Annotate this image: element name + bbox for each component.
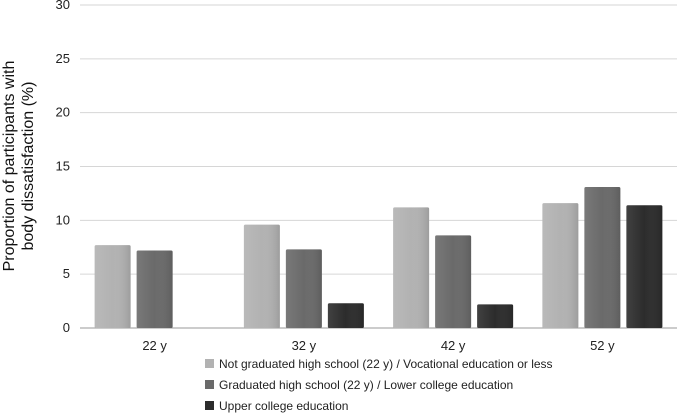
legend-label: Not graduated high school (22 y) / Vocat… (219, 357, 553, 371)
y-tick-label: 0 (63, 320, 70, 335)
y-tick-label: 20 (56, 105, 70, 120)
legend: Not graduated high school (22 y) / Vocat… (205, 357, 553, 413)
y-axis-title: Proportion of participants with body diss… (1, 61, 37, 272)
bar-shading (477, 304, 514, 328)
legend-swatch (205, 401, 214, 410)
y-tick-label: 30 (56, 0, 70, 12)
y-tick-label: 15 (56, 159, 70, 174)
bar-shading (327, 303, 364, 328)
x-tick-label: 22 y (142, 338, 167, 353)
bar-shading (435, 235, 472, 328)
bars (94, 186, 663, 328)
bar-shading (542, 203, 579, 328)
y-axis: 0 5 10 15 20 25 30 (56, 0, 70, 335)
y-tick-label: 25 (56, 51, 70, 66)
bar-shading (626, 205, 663, 328)
bar-shading (243, 224, 280, 328)
y-axis-title-line: body dissatisfaction (%) (20, 82, 37, 251)
bar-shading (393, 207, 430, 328)
y-axis-title-line: Proportion of participants with (1, 61, 18, 272)
bar-shading (94, 245, 131, 328)
x-tick-label: 42 y (441, 338, 466, 353)
bar-shading (584, 186, 621, 328)
x-axis: 22 y 32 y 42 y 52 y (142, 338, 615, 353)
y-tick-label: 10 (56, 212, 70, 227)
legend-swatch (205, 380, 214, 389)
bar-shading (136, 250, 173, 328)
x-tick-label: 52 y (590, 338, 615, 353)
legend-label: Upper college education (219, 399, 348, 413)
y-axis-label: Proportion of participants with body diss… (1, 61, 37, 272)
legend-label: Graduated high school (22 y) / Lower col… (219, 378, 513, 392)
y-tick-label: 5 (63, 266, 70, 281)
gridlines (80, 4, 677, 329)
bar-shading (285, 249, 322, 328)
x-tick-label: 32 y (292, 338, 317, 353)
legend-swatch (205, 359, 214, 368)
